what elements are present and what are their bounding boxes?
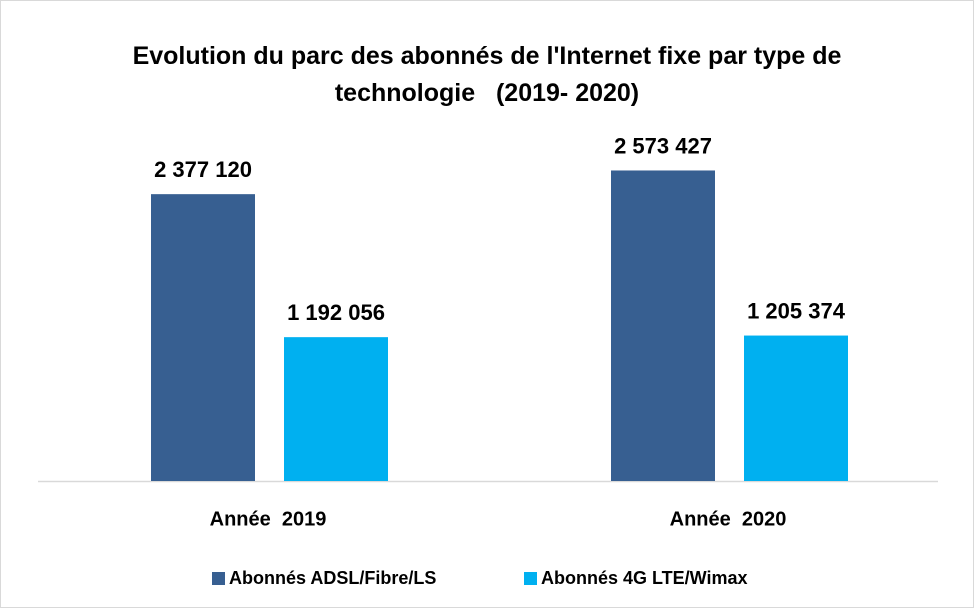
bar — [744, 335, 848, 481]
data-label: 1 192 056 — [287, 300, 385, 325]
data-label: 2 573 427 — [614, 133, 712, 158]
legend-swatch — [524, 572, 537, 585]
x-tick-label: Année 2019 — [210, 508, 327, 530]
data-label: 1 205 374 — [747, 298, 846, 323]
x-tick-label: Année 2020 — [670, 508, 787, 530]
legend-label: Abonnés ADSL/Fibre/LS — [229, 568, 436, 588]
chart-title: Evolution du parc des abonnés de l'Inter… — [132, 42, 849, 107]
data-label: 2 377 120 — [154, 157, 252, 182]
bar — [284, 337, 388, 481]
legend-label: Abonnés 4G LTE/Wimax — [541, 568, 748, 588]
bar — [611, 170, 715, 481]
bar — [151, 194, 255, 481]
legend-swatch — [212, 572, 225, 585]
